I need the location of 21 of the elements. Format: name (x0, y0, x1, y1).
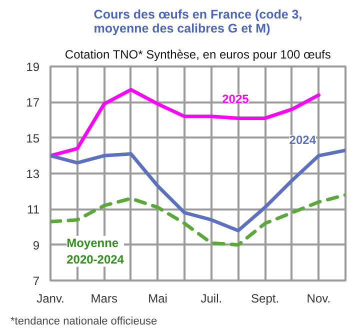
x-tick-label: Juil. (200, 292, 222, 306)
series-label: 2025 (222, 92, 250, 106)
y-tick-label: 9 (32, 238, 40, 252)
x-tick-label: Mars (90, 292, 118, 306)
y-tick-label: 13 (26, 167, 40, 181)
x-tick-label: Janv. (36, 292, 64, 306)
line-series (50, 88, 320, 158)
series-label: 2024 (289, 133, 316, 148)
y-tick-label: 11 (27, 202, 40, 217)
chart-title: Cours des œufs en France (code 3, moyenne des calibres G et M) (94, 8, 302, 36)
line-series (50, 148, 346, 232)
x-tick-label: Nov. (306, 292, 331, 306)
x-tick-label: Sept. (251, 292, 280, 306)
y-tick-label: 7 (32, 274, 40, 288)
y-tick-label: 17 (26, 96, 40, 110)
chart-subtitle: Cotation TNO* Synthèse, en euros pour 100 œufs (64, 48, 331, 62)
series-label: Moyenne 2020-2024 (66, 236, 124, 267)
x-tick-label: Mai (148, 292, 168, 306)
y-tick-label: 15 (26, 131, 40, 146)
text: *tendance nationale officieuse (10, 316, 158, 328)
y-tick-label: 19 (26, 60, 40, 74)
